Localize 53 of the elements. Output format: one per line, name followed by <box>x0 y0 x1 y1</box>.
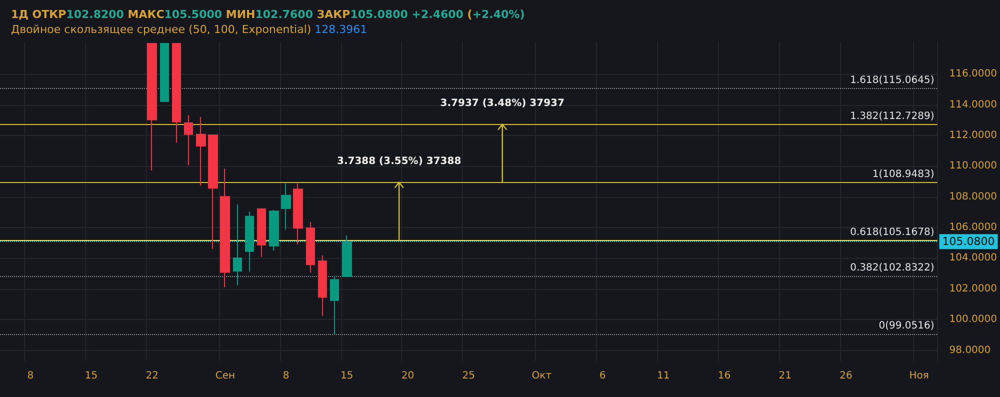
x-tick-label: 11 <box>657 370 670 382</box>
ref-line-label: 1.382(112.7289) <box>850 110 934 122</box>
candlestick <box>208 134 218 250</box>
ref-line-label: 0.618(105.1678) <box>850 226 934 238</box>
candlestick <box>306 221 315 274</box>
x-tick-label: 26 <box>840 370 852 382</box>
y-tick-label: 106.0000 <box>949 222 998 234</box>
x-tick-label: Ноя <box>909 370 929 382</box>
ref-line-label: 1(108.9483) <box>872 168 934 180</box>
x-tick-label: 6 <box>599 370 606 382</box>
ref-line-label: 0.382(102.8322) <box>850 262 934 274</box>
candlestick <box>318 254 327 316</box>
x-tick-label: Окт <box>532 370 552 382</box>
candlestick <box>293 183 303 245</box>
x-tick-label: 21 <box>778 370 792 382</box>
y-tick-label: 114.0000 <box>949 99 998 110</box>
x-tick-label: 15 <box>340 370 354 382</box>
candlestick <box>245 210 254 272</box>
x-tick-label: 8 <box>27 370 34 382</box>
candlestick <box>172 43 181 144</box>
ref-line-label: 0(99.0516) <box>878 320 934 332</box>
y-tick-label: 102.0000 <box>949 283 998 294</box>
annotation: 3.7937 (3.48%) 37937 <box>440 98 564 109</box>
candlestick <box>184 114 193 166</box>
ref-line-label: 105.0800 <box>942 235 995 248</box>
x-tick-label: 25 <box>462 370 476 382</box>
x-tick-label: 20 <box>401 370 414 382</box>
annotation: 3.7388 (3.55%) 37388 <box>336 156 462 167</box>
candlestick <box>196 116 206 186</box>
x-tick-label: 22 <box>146 370 159 382</box>
candlestick <box>160 43 169 102</box>
y-tick-label: 100.0000 <box>949 314 998 326</box>
y-tick-label: 116.0000 <box>949 68 998 80</box>
x-tick-label: 15 <box>84 370 98 382</box>
candlestick <box>269 209 279 252</box>
candlestick <box>147 43 157 172</box>
y-tick-label: 110.0000 <box>949 160 998 172</box>
chart-subtitle: Двойное скользящее среднее (50, 100, Exponential) 128.3961 <box>11 23 368 36</box>
candlestick <box>257 208 266 258</box>
candlestick <box>330 275 339 335</box>
candlestick <box>281 183 291 230</box>
x-tick-label: 8 <box>282 370 290 382</box>
y-tick-label: 98.0000 <box>949 344 991 356</box>
y-tick-label: 108.0000 <box>949 191 998 202</box>
ref-line-label: 1.618(115.0645) <box>850 75 934 86</box>
y-tick-label: 112.0000 <box>949 130 998 142</box>
candlestick <box>233 204 242 286</box>
x-tick-label: Сен <box>215 370 236 382</box>
x-tick-label: 16 <box>718 370 731 382</box>
candlestick <box>220 168 230 288</box>
candlestick <box>342 234 352 278</box>
y-tick-label: 104.0000 <box>949 252 998 264</box>
chart-title: 1Д ОТКР102.8200 МАКС105.5000 МИН102.7600 ЗАКР105.0800 +2.4600 (+2.40%) <box>11 8 525 21</box>
